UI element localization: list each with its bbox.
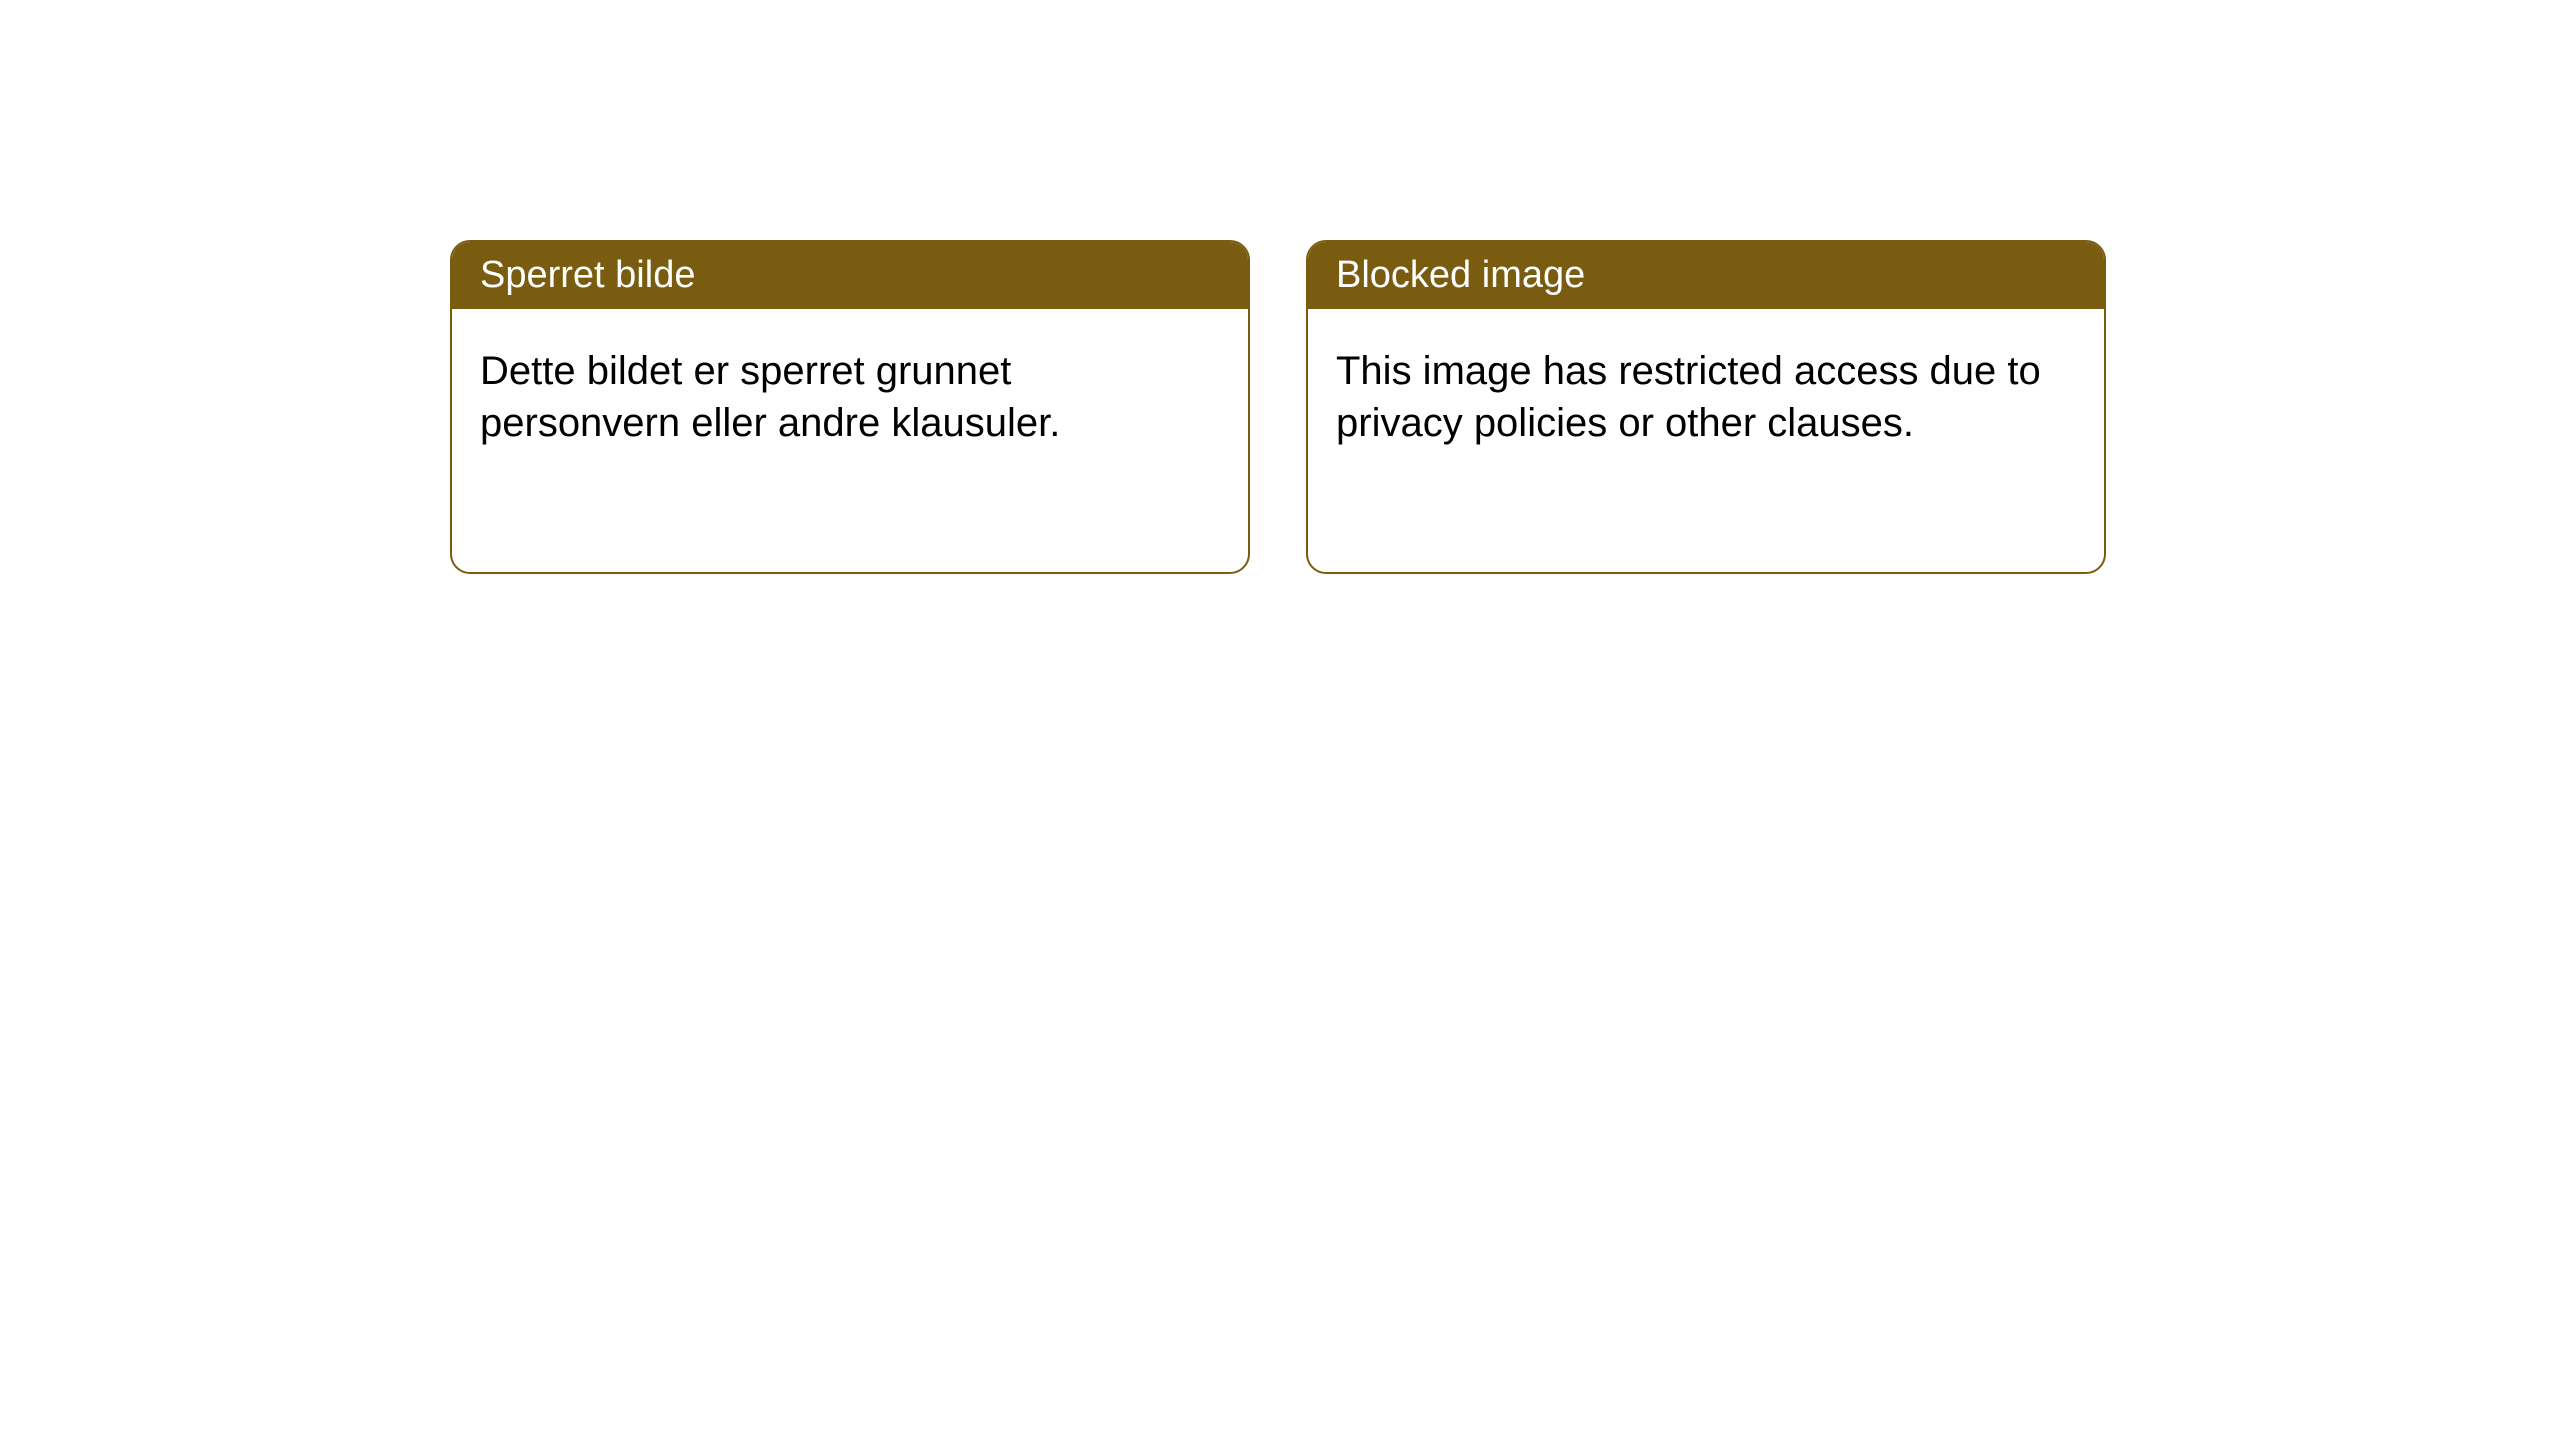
panel-header-norwegian: Sperret bilde — [452, 242, 1248, 309]
panel-header-english: Blocked image — [1308, 242, 2104, 309]
panel-title: Sperret bilde — [480, 254, 695, 296]
panel-title: Blocked image — [1336, 254, 1585, 296]
panel-body-text: Dette bildet er sperret grunnet personve… — [480, 349, 1060, 445]
panel-body-norwegian: Dette bildet er sperret grunnet personve… — [452, 309, 1248, 485]
panel-body-english: This image has restricted access due to … — [1308, 309, 2104, 485]
panel-english: Blocked image This image has restricted … — [1306, 240, 2106, 574]
panels-container: Sperret bilde Dette bildet er sperret gr… — [450, 240, 2106, 574]
panel-norwegian: Sperret bilde Dette bildet er sperret gr… — [450, 240, 1250, 574]
panel-body-text: This image has restricted access due to … — [1336, 349, 2041, 445]
